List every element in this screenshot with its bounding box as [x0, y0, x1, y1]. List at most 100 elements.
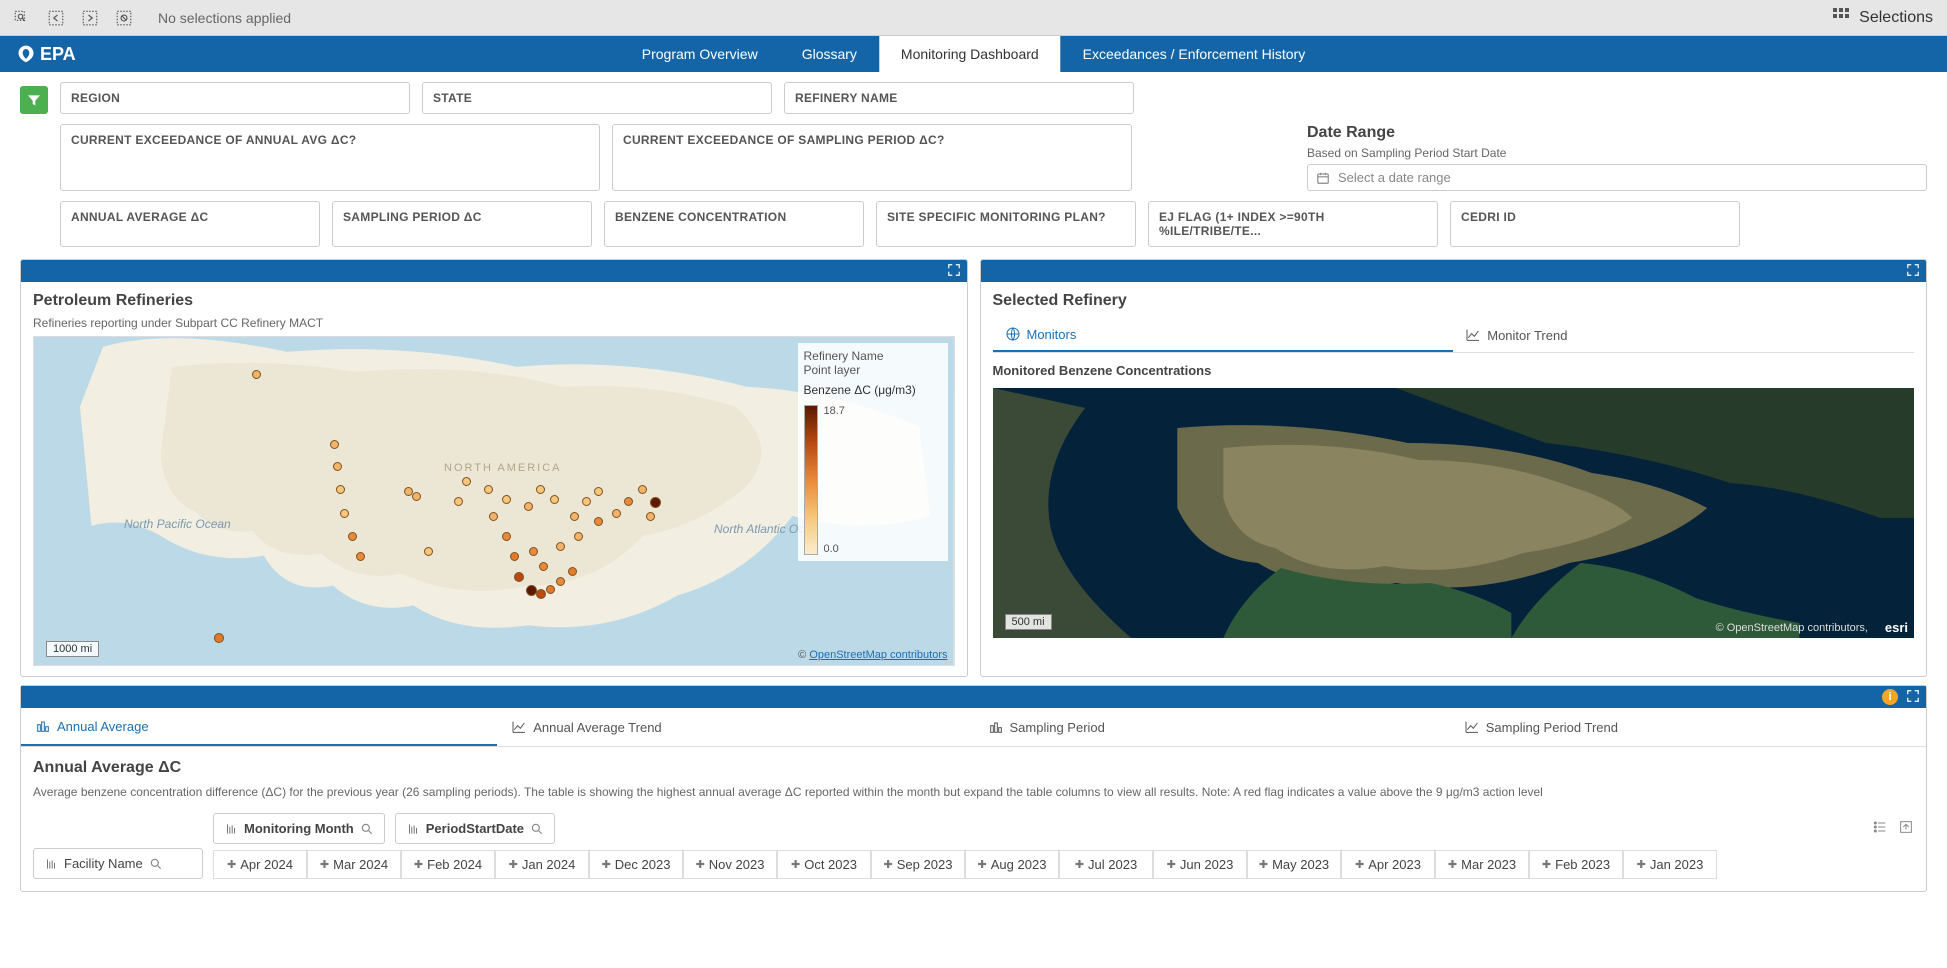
refinery-dot[interactable]	[489, 512, 498, 521]
monitoring-month-button[interactable]: Monitoring Month	[213, 813, 385, 844]
refinery-dot[interactable]	[594, 517, 603, 526]
filter-box[interactable]: SITE SPECIFIC MONITORING PLAN?	[876, 201, 1136, 247]
month-header-cell[interactable]: ✚Feb 2023	[1529, 850, 1623, 879]
filter-box[interactable]: REGION	[60, 82, 410, 114]
refinery-dot[interactable]	[524, 502, 533, 511]
facility-name-button[interactable]: Facility Name	[33, 848, 203, 879]
refinery-dot[interactable]	[462, 477, 471, 486]
filter-box[interactable]: REFINERY NAME	[784, 82, 1134, 114]
export-icon[interactable]	[1898, 819, 1914, 838]
refinery-dot[interactable]	[539, 562, 548, 571]
refinery-dot[interactable]	[556, 542, 565, 551]
expand-plus-icon[interactable]: ✚	[884, 858, 893, 871]
refinery-dot[interactable]	[424, 547, 433, 556]
expand-plus-icon[interactable]: ✚	[320, 858, 329, 871]
month-header-cell[interactable]: ✚Dec 2023	[589, 850, 683, 879]
month-header-cell[interactable]: ✚Jan 2024	[495, 850, 589, 879]
expand-plus-icon[interactable]: ✚	[696, 858, 705, 871]
info-icon[interactable]: i	[1882, 689, 1898, 705]
selections-tool-label[interactable]: Selections	[1859, 9, 1933, 27]
step-back-icon[interactable]	[40, 2, 72, 34]
filter-box[interactable]: CURRENT EXCEEDANCE OF SAMPLING PERIOD ΔC…	[612, 124, 1132, 191]
expand-plus-icon[interactable]: ✚	[509, 858, 518, 871]
period-start-date-button[interactable]: PeriodStartDate	[395, 813, 555, 844]
nav-tab[interactable]: Exceedances / Enforcement History	[1061, 36, 1328, 72]
expand-plus-icon[interactable]: ✚	[602, 858, 611, 871]
monitors-map[interactable]: Select a refinery to view monitors 500 m…	[993, 388, 1915, 638]
month-header-cell[interactable]: ✚Nov 2023	[683, 850, 777, 879]
clear-all-icon[interactable]	[108, 2, 140, 34]
filter-box[interactable]: BENZENE CONCENTRATION	[604, 201, 864, 247]
bottom-tab[interactable]: Annual Average Trend	[497, 708, 973, 746]
refinery-dot[interactable]	[356, 552, 365, 561]
refinery-dot[interactable]	[574, 532, 583, 541]
refinery-dot[interactable]	[646, 512, 655, 521]
refinery-dot[interactable]	[330, 440, 339, 449]
refineries-map[interactable]: North Pacific Ocean North Atlantic Oce N…	[33, 336, 955, 666]
refinery-dot[interactable]	[412, 492, 421, 501]
tab-monitor-trend[interactable]: Monitor Trend	[1453, 318, 1914, 352]
filter-box[interactable]: EJ FLAG (1+ INDEX >=90TH %ILE/TRIBE/TE..…	[1148, 201, 1438, 247]
refinery-dot[interactable]	[340, 509, 349, 518]
expand-plus-icon[interactable]: ✚	[1542, 858, 1551, 871]
selections-grid-icon[interactable]	[1833, 8, 1849, 27]
expand-plus-icon[interactable]: ✚	[1075, 858, 1084, 871]
refinery-dot[interactable]	[529, 547, 538, 556]
month-header-cell[interactable]: ✚Jun 2023	[1153, 850, 1247, 879]
refinery-dot[interactable]	[536, 589, 546, 599]
expand-plus-icon[interactable]: ✚	[791, 858, 800, 871]
refinery-dot[interactable]	[484, 485, 493, 494]
expand-plus-icon[interactable]: ✚	[414, 858, 423, 871]
expand-icon[interactable]	[1906, 263, 1920, 280]
filter-toggle-button[interactable]	[20, 86, 48, 114]
nav-tab[interactable]: Monitoring Dashboard	[879, 36, 1061, 72]
refinery-dot[interactable]	[514, 572, 524, 582]
expand-plus-icon[interactable]: ✚	[1355, 858, 1364, 871]
expand-plus-icon[interactable]: ✚	[1259, 858, 1268, 871]
refinery-dot[interactable]	[348, 532, 357, 541]
month-header-cell[interactable]: ✚May 2023	[1247, 850, 1341, 879]
refinery-dot[interactable]	[612, 509, 621, 518]
refinery-dot[interactable]	[502, 495, 511, 504]
refinery-dot[interactable]	[510, 552, 519, 561]
month-header-cell[interactable]: ✚Jan 2023	[1623, 850, 1717, 879]
bottom-tab[interactable]: Annual Average	[21, 708, 497, 746]
filter-box[interactable]: CEDRI ID	[1450, 201, 1740, 247]
refinery-dot[interactable]	[454, 497, 463, 506]
month-header-cell[interactable]: ✚Mar 2024	[307, 850, 401, 879]
refinery-dot[interactable]	[333, 462, 342, 471]
date-range-input[interactable]: Select a date range	[1307, 164, 1927, 191]
smart-search-icon[interactable]	[6, 2, 38, 34]
month-header-cell[interactable]: ✚Oct 2023	[777, 850, 871, 879]
list-view-icon[interactable]	[1872, 819, 1888, 838]
refinery-dot[interactable]	[546, 585, 555, 594]
step-forward-icon[interactable]	[74, 2, 106, 34]
expand-plus-icon[interactable]: ✚	[227, 858, 236, 871]
refinery-dot[interactable]	[536, 485, 545, 494]
bottom-tab[interactable]: Sampling Period	[974, 708, 1450, 746]
month-header-cell[interactable]: ✚Aug 2023	[965, 850, 1059, 879]
refinery-dot[interactable]	[336, 485, 345, 494]
refinery-dot[interactable]	[556, 577, 565, 586]
refinery-dot[interactable]	[594, 487, 603, 496]
month-header-cell[interactable]: ✚Apr 2023	[1341, 850, 1435, 879]
expand-icon[interactable]	[947, 263, 961, 280]
refinery-dot[interactable]	[550, 495, 559, 504]
refinery-dot[interactable]	[252, 370, 261, 379]
nav-tab[interactable]: Program Overview	[620, 36, 780, 72]
refinery-dot[interactable]	[624, 497, 633, 506]
refinery-dot[interactable]	[502, 532, 511, 541]
month-header-cell[interactable]: ✚Feb 2024	[401, 850, 495, 879]
nav-tab[interactable]: Glossary	[780, 36, 879, 72]
expand-plus-icon[interactable]: ✚	[1448, 858, 1457, 871]
month-header-cell[interactable]: ✚Apr 2024	[213, 850, 307, 879]
bottom-tab[interactable]: Sampling Period Trend	[1450, 708, 1926, 746]
tab-monitors[interactable]: Monitors	[993, 318, 1454, 352]
refinery-dot[interactable]	[638, 485, 647, 494]
refinery-dot[interactable]	[582, 497, 591, 506]
refinery-dot[interactable]	[214, 633, 224, 643]
expand-plus-icon[interactable]: ✚	[1167, 858, 1176, 871]
expand-icon[interactable]	[1906, 689, 1920, 706]
filter-box[interactable]: SAMPLING PERIOD ΔC	[332, 201, 592, 247]
refinery-dot[interactable]	[568, 567, 577, 576]
